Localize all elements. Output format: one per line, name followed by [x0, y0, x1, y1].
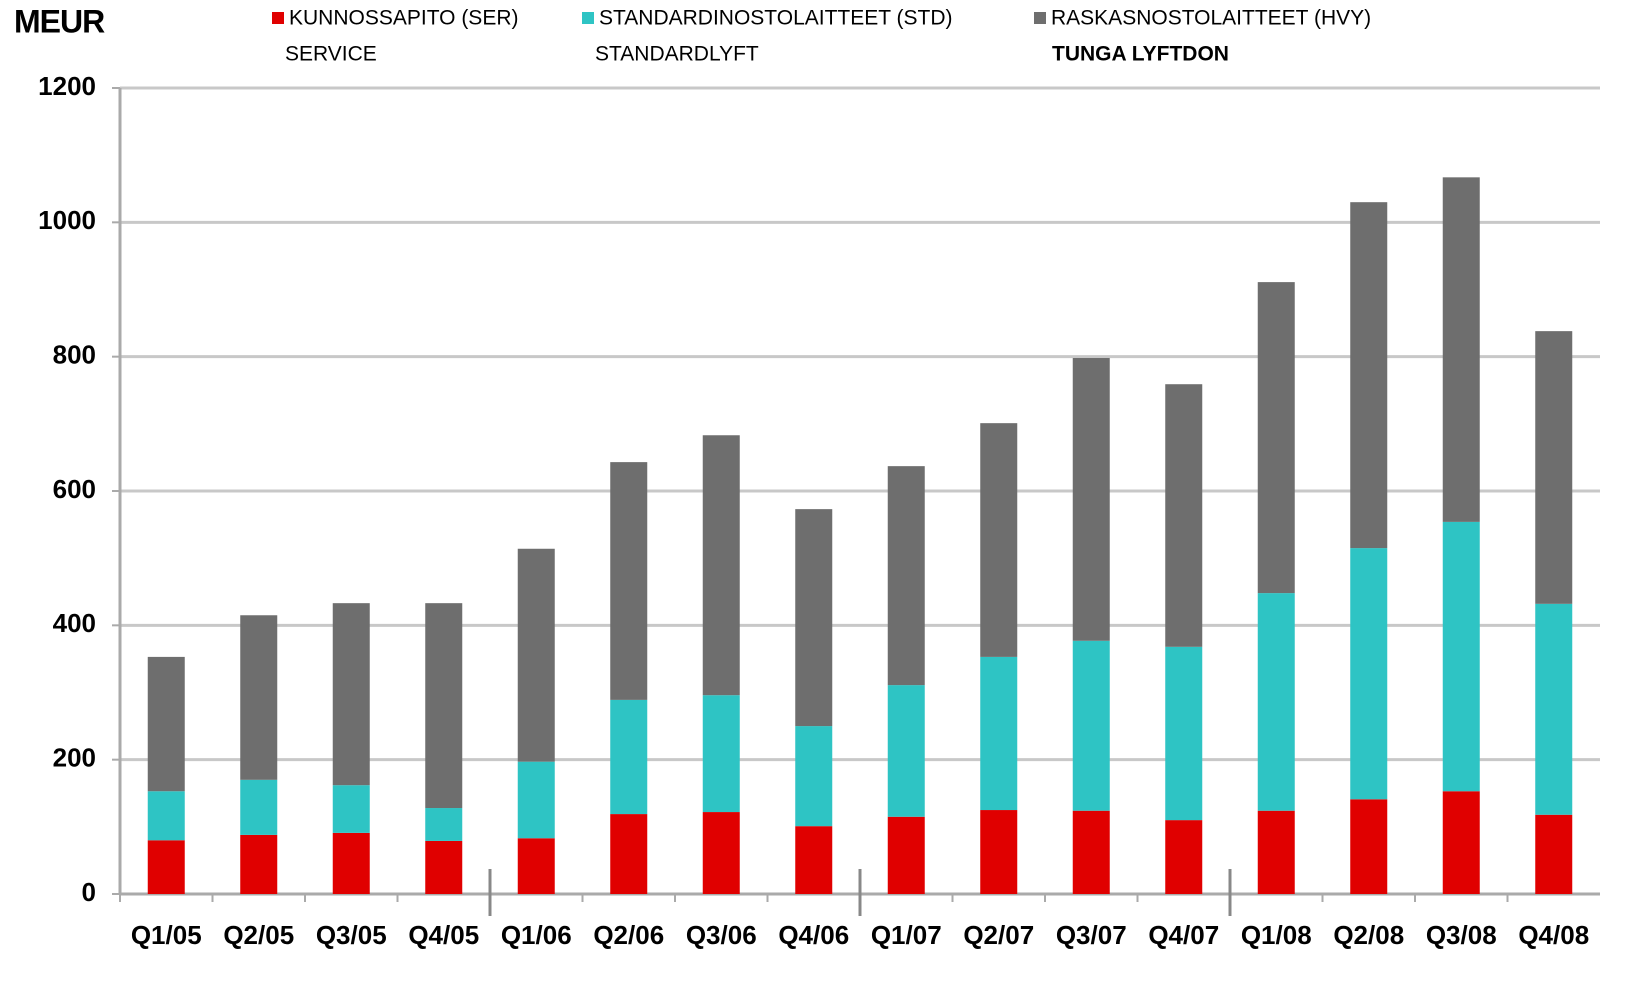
legend-label: STANDARDINOSTOLAITTEET (STD) [599, 7, 953, 30]
bar-segment [887, 816, 925, 894]
x-tick-label: Q1/07 [871, 920, 942, 950]
bar-segment [980, 656, 1018, 811]
bar-segment [1535, 814, 1573, 894]
bar-segment [147, 656, 185, 792]
bar-segment [1165, 820, 1203, 894]
x-tick-label: Q4/07 [1148, 920, 1219, 950]
chart-title: MEUR [14, 3, 105, 39]
bar-segment [1350, 202, 1388, 549]
x-tick-label: Q3/05 [316, 920, 387, 950]
bar-segment [425, 808, 463, 841]
bar-segment [517, 761, 555, 839]
bar-segment [1257, 282, 1295, 594]
legend-sublabel: SERVICE [285, 43, 377, 66]
legend-swatch [1034, 12, 1046, 24]
bar-segment [240, 779, 278, 835]
y-tick-label: 600 [53, 474, 96, 504]
x-tick-label: Q1/06 [501, 920, 572, 950]
bar-segment [1350, 548, 1388, 800]
bar-segment [1442, 791, 1480, 894]
x-tick-label: Q3/07 [1056, 920, 1127, 950]
x-tick-label: Q1/08 [1241, 920, 1312, 950]
x-tick-label: Q3/08 [1426, 920, 1497, 950]
bar-segment [610, 814, 648, 894]
bar-segment [610, 699, 648, 815]
bar-segment [980, 423, 1018, 657]
legend-label: KUNNOSSAPITO (SER) [289, 7, 518, 30]
bar-segment [1165, 646, 1203, 821]
bar-segment [1072, 810, 1110, 894]
bar-segment [795, 826, 833, 894]
bar-segment [1165, 384, 1203, 647]
bar-segment [1257, 810, 1295, 894]
bar-segment [887, 466, 925, 686]
x-tick-label: Q4/06 [778, 920, 849, 950]
bar-segment [332, 832, 370, 894]
bar-segment [425, 603, 463, 809]
bar-segment [702, 695, 740, 813]
bar-segment [702, 812, 740, 894]
x-tick-label: Q1/05 [131, 920, 202, 950]
bar-segment [332, 603, 370, 786]
x-tick-label: Q2/07 [963, 920, 1034, 950]
bar-segment [1535, 603, 1573, 815]
bar-segment [795, 726, 833, 827]
y-tick-label: 0 [82, 877, 96, 907]
bar-segment [517, 838, 555, 894]
y-tick-label: 1000 [38, 205, 96, 235]
bar-segment [1257, 593, 1295, 811]
bar-segment [1535, 331, 1573, 604]
y-tick-label: 400 [53, 608, 96, 638]
x-tick-label: Q2/05 [223, 920, 294, 950]
bar-segment [240, 834, 278, 894]
bar-segment [1072, 358, 1110, 641]
x-tick-label: Q4/05 [408, 920, 479, 950]
bar-segment [1350, 799, 1388, 894]
bar-segment [702, 435, 740, 696]
legend-sublabel: STANDARDLYFT [595, 43, 759, 66]
x-tick-label: Q2/08 [1333, 920, 1404, 950]
bar-segment [240, 615, 278, 780]
bar-segment [610, 462, 648, 700]
x-tick-label: Q2/06 [593, 920, 664, 950]
bar-segment [1072, 640, 1110, 811]
bar-segment [887, 685, 925, 817]
x-tick-label: Q3/06 [686, 920, 757, 950]
bar-segment [980, 810, 1018, 894]
legend-swatch [582, 12, 594, 24]
bar-segment [1442, 177, 1480, 522]
bar-segment [332, 785, 370, 833]
legend: KUNNOSSAPITO (SER) SERVICE STANDARDINOSTOL… [272, 7, 1371, 66]
bar-segment [147, 840, 185, 894]
legend-sublabel: TUNGA LYFTDON [1052, 43, 1229, 66]
x-tick-label: Q4/08 [1518, 920, 1589, 950]
bar-segment [795, 509, 833, 727]
bar-segment [1442, 521, 1480, 792]
legend-label: RASKASNOSTOLAITTEET (HVY) [1051, 7, 1371, 30]
legend-swatch [272, 12, 284, 24]
y-tick-label: 800 [53, 340, 96, 370]
y-tick-label: 1200 [38, 71, 96, 101]
bar-segment [425, 840, 463, 894]
y-tick-label: 200 [53, 743, 96, 773]
bar-segment [517, 548, 555, 762]
bar-segment [147, 791, 185, 841]
